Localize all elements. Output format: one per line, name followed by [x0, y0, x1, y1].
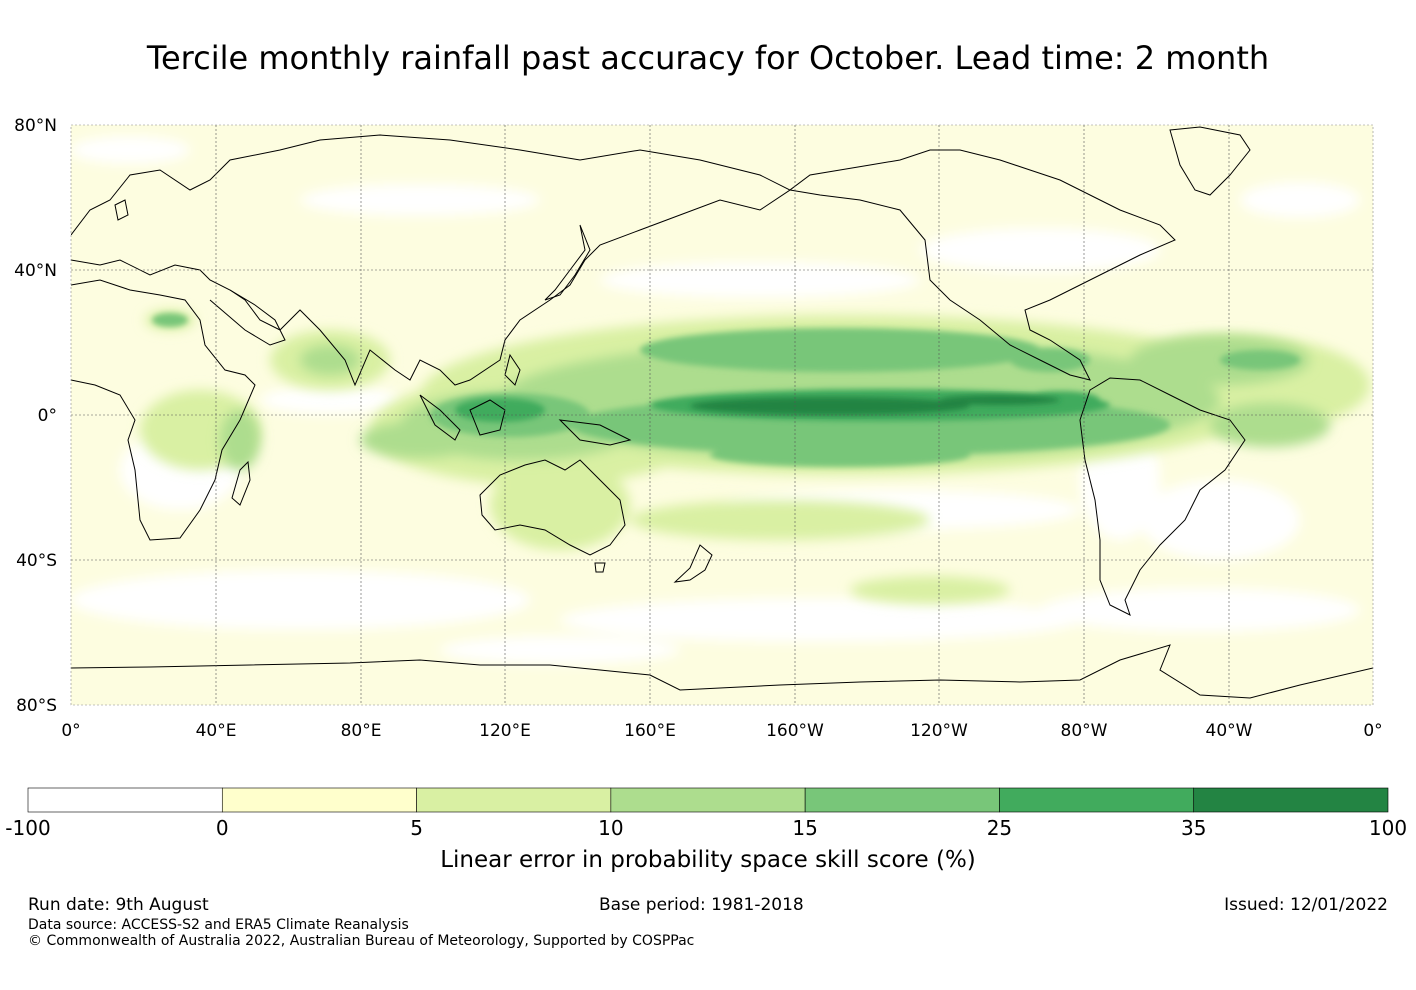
lat-label: 40°N: [14, 261, 57, 281]
issued-date: Issued: 12/01/2022: [1224, 895, 1388, 915]
colorbar-tick-label: 5: [410, 816, 423, 840]
lon-label: 120°E: [479, 721, 531, 741]
skill-35-100-areas: [690, 395, 1060, 415]
skill-field: [71, 125, 1373, 705]
lon-label: 80°W: [1061, 721, 1108, 741]
lon-label: 160°E: [624, 721, 676, 741]
coastline-antarctica: [71, 644, 1373, 699]
coastline-australia: [479, 459, 626, 556]
coastline-british-isles: [114, 199, 129, 221]
colorbar-tick-label: 35: [1181, 816, 1206, 840]
coastline-greenland: [1169, 126, 1251, 196]
lon-label: 80°E: [341, 721, 382, 741]
colorbar-tick-label: 10: [598, 816, 623, 840]
coastline-eurasia: [71, 134, 791, 387]
lon-label: 0°: [61, 721, 80, 741]
map-frame: [70, 124, 1374, 706]
lon-label: 0°: [1363, 721, 1382, 741]
longitude-labels: 0° 40°E 80°E 120°E 160°E 160°W 120°W 80°…: [61, 721, 1382, 741]
graticule: [71, 125, 1373, 705]
copyright: © Commonwealth of Australia 2022, Austra…: [28, 933, 695, 949]
lat-label: 80°S: [16, 696, 57, 716]
coastlines: [71, 126, 1373, 699]
coastline-borneo: [469, 399, 506, 436]
lat-label: 40°S: [16, 551, 57, 571]
coastline-south-america: [1079, 377, 1246, 616]
lat-label: 80°N: [14, 116, 57, 136]
coastline-sumatra: [419, 394, 461, 441]
run-date: Run date: 9th August: [28, 895, 209, 915]
coastline-madagascar: [231, 460, 251, 506]
base-period: Base period: 1981-2018: [599, 895, 804, 915]
lon-label: 40°E: [196, 721, 237, 741]
colorbar-tick-label: 0: [216, 816, 229, 840]
coastline-philippines: [504, 353, 521, 386]
colorbar-tick-label: -100: [5, 816, 50, 840]
lon-label: 40°W: [1206, 721, 1253, 741]
lon-label: 120°W: [910, 721, 968, 741]
colorbar-segment: [999, 787, 1195, 813]
colorbar-tick-label: 100: [1369, 816, 1407, 840]
colorbar: -100 0 5 10 15 25 35 100: [5, 787, 1407, 840]
lon-label: 160°W: [766, 721, 824, 741]
map-panel: [70, 124, 1374, 706]
lat-label: 0°: [38, 406, 57, 426]
coastline-new-zealand: [673, 544, 713, 583]
colorbar-segment: [27, 787, 223, 813]
coastline-new-guinea: [558, 419, 632, 446]
coastline-arabia: [209, 289, 286, 346]
colorbar-segment: [804, 787, 1000, 813]
latitude-labels: 80°N 40°N 0° 40°S 80°S: [14, 116, 57, 716]
colorbar-segment: [416, 787, 612, 813]
map-title: Tercile monthly rainfall past accuracy f…: [146, 39, 1270, 77]
coastline-africa: [71, 279, 256, 541]
data-source: Data source: ACCESS-S2 and ERA5 Climate …: [28, 917, 409, 933]
coastline-japan: [544, 224, 591, 301]
colorbar-title: Linear error in probability space skill …: [440, 847, 976, 873]
colorbar-segment: [221, 787, 417, 813]
colorbar-segment: [1193, 787, 1389, 813]
coastline-north-america: [788, 149, 1176, 381]
colorbar-segment: [610, 787, 806, 813]
coastline-tasmania: [594, 562, 606, 573]
colorbar-tick-label: 15: [792, 816, 817, 840]
colorbar-tick-label: 25: [987, 816, 1012, 840]
